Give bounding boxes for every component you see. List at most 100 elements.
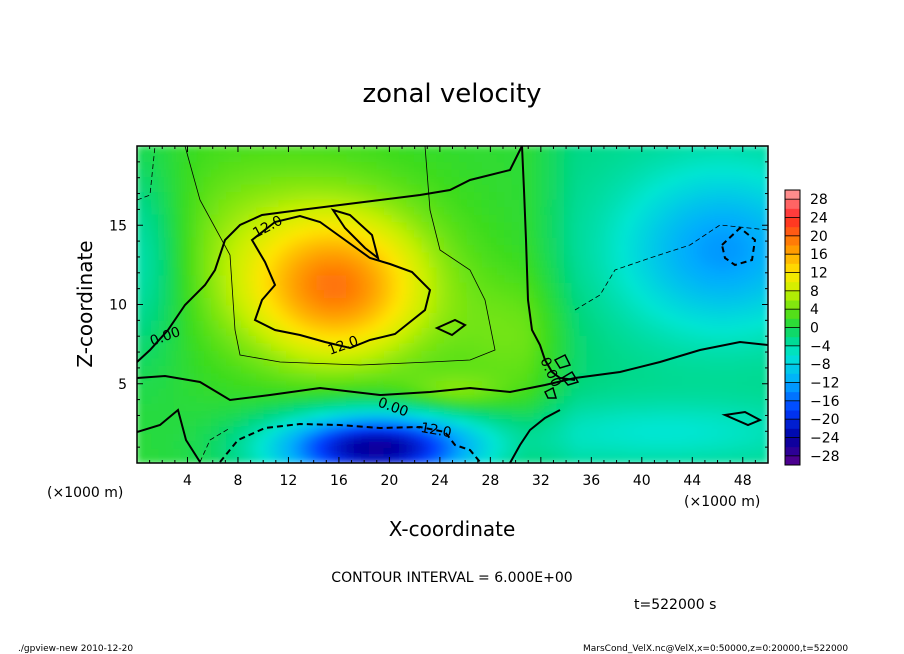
- field-cell: [353, 303, 364, 314]
- field-cell: [398, 348, 409, 359]
- field-cell: [196, 356, 206, 366]
- colorbar-swatch: [785, 373, 800, 383]
- field-cell: [654, 454, 664, 463]
- field-cell: [489, 394, 499, 404]
- field-cell: [631, 341, 642, 351]
- field-cell: [368, 228, 379, 238]
- field-cell: [489, 318, 499, 329]
- field-cell: [714, 288, 724, 298]
- field-cell: [759, 160, 768, 170]
- field-cell: [669, 250, 679, 261]
- field-cell: [489, 197, 499, 208]
- field-cell: [721, 160, 732, 170]
- field-cell: [714, 378, 724, 389]
- field-cell: [721, 356, 732, 366]
- field-cell: [188, 356, 199, 366]
- field-cell: [151, 220, 161, 231]
- field-cell: [594, 273, 604, 283]
- field-cell: [278, 250, 289, 261]
- field-cell: [286, 439, 296, 449]
- field-cell: [436, 371, 446, 381]
- field-cell: [331, 409, 341, 419]
- field-cell: [661, 280, 672, 291]
- field-cell: [211, 416, 221, 427]
- field-cell: [496, 182, 507, 193]
- field-cell: [398, 160, 409, 170]
- field-cell: [218, 378, 229, 389]
- field-cell: [248, 265, 259, 276]
- field-cell: [203, 197, 214, 208]
- field-cell: [676, 394, 687, 404]
- field-cell: [654, 431, 664, 442]
- field-cell: [451, 228, 462, 238]
- field-cell: [151, 416, 161, 427]
- field-cell: [203, 146, 214, 155]
- field-cell: [263, 250, 274, 261]
- field-cell: [301, 454, 311, 463]
- field-cell: [751, 409, 762, 419]
- field-cell: [211, 431, 221, 442]
- field-cell: [203, 250, 214, 261]
- field-cell: [436, 175, 446, 185]
- field-cell: [203, 454, 214, 463]
- field-cell: [601, 295, 612, 306]
- field-cell: [263, 182, 274, 193]
- field-cell: [391, 182, 401, 193]
- field-cell: [233, 333, 244, 344]
- field-cell: [428, 348, 439, 359]
- field-cell: [316, 356, 326, 366]
- field-cell: [519, 243, 529, 253]
- field-cell: [151, 424, 161, 434]
- field-cell: [661, 348, 672, 359]
- field-cell: [316, 311, 326, 321]
- field-cell: [383, 182, 394, 193]
- field-cell: [474, 167, 484, 178]
- field-cell: [196, 280, 206, 291]
- field-cell: [511, 348, 522, 359]
- field-cell: [286, 160, 296, 170]
- field-cell: [286, 280, 296, 291]
- field-cell: [428, 197, 439, 208]
- field-cell: [736, 318, 747, 329]
- field-cell: [669, 326, 679, 336]
- field-cell: [751, 424, 762, 434]
- field-cell: [466, 401, 477, 412]
- field-cell: [594, 280, 604, 291]
- colorbar-swatch: [785, 300, 800, 310]
- field-cell: [443, 258, 454, 268]
- field-cell: [361, 454, 371, 463]
- field-cell: [526, 348, 537, 359]
- field-cell: [714, 146, 724, 155]
- field-cell: [721, 446, 732, 457]
- field-cell: [376, 250, 386, 261]
- field-cell: [556, 235, 567, 246]
- field-cell: [526, 212, 537, 223]
- field-cell: [248, 348, 259, 359]
- field-cell: [188, 424, 199, 434]
- field-cell: [654, 416, 664, 427]
- field-cell: [541, 416, 552, 427]
- field-cell: [428, 394, 439, 404]
- field-cell: [744, 288, 754, 298]
- field-cell: [721, 431, 732, 442]
- field-cell: [654, 220, 664, 231]
- field-cell: [534, 273, 544, 283]
- field-cell: [534, 175, 544, 185]
- field-cell: [421, 288, 431, 298]
- contour-small-loop: [721, 410, 763, 427]
- field-cell: [489, 401, 499, 412]
- field-cell: [526, 341, 537, 351]
- field-cell: [714, 454, 724, 463]
- field-cell: [323, 146, 334, 155]
- field-cell: [556, 228, 567, 238]
- field-cell: [556, 175, 567, 185]
- field-cell: [203, 152, 214, 163]
- field-cell: [639, 303, 649, 314]
- field-cell: [278, 356, 289, 366]
- field-cell: [661, 197, 672, 208]
- field-cell: [504, 190, 514, 200]
- field-cell: [579, 182, 589, 193]
- contour-minus-twelve-right: [720, 226, 757, 267]
- field-cell: [428, 326, 439, 336]
- field-cell: [188, 250, 199, 261]
